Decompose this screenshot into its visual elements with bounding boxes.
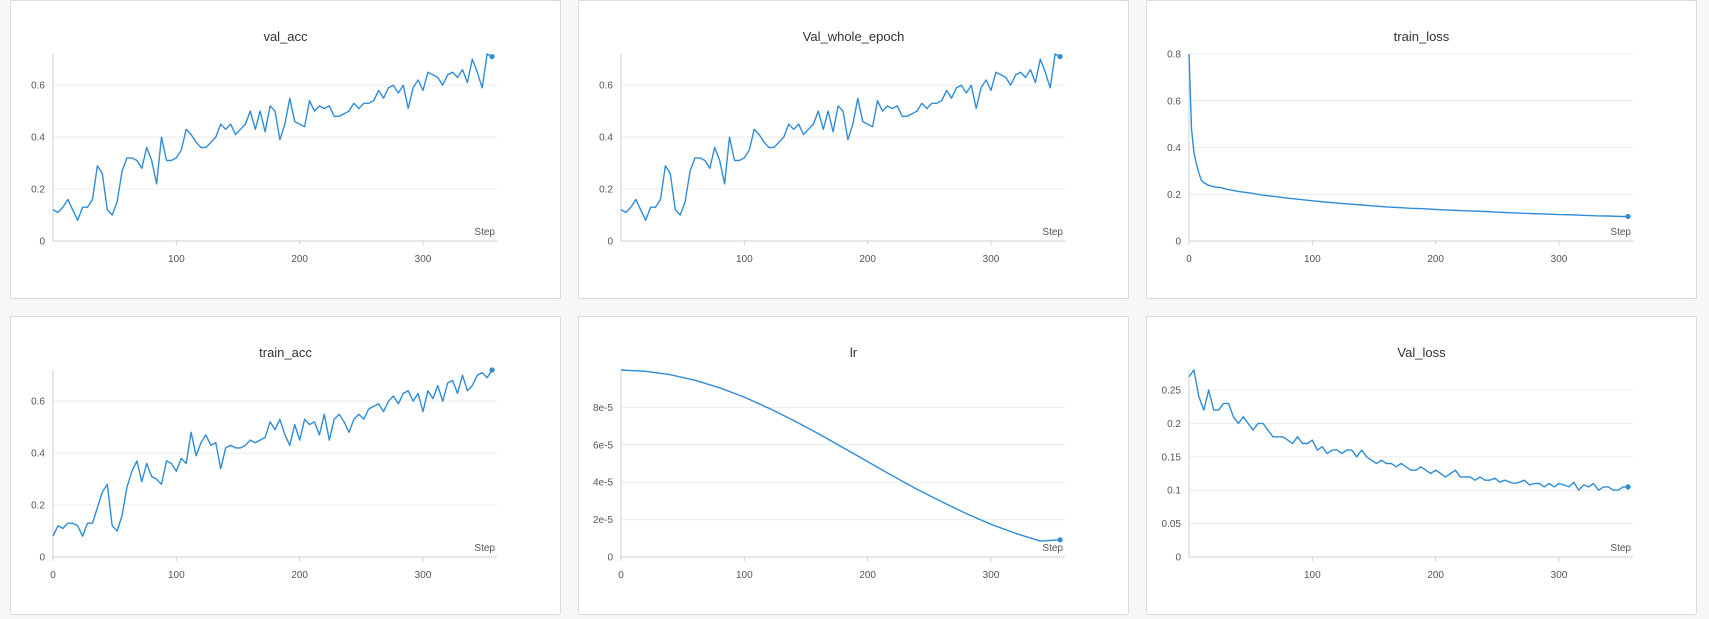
- chart-plot-train-acc: 0 0.2 0.4 0.6 0 100 200 300 Step: [31, 367, 497, 581]
- chart-title: Val_whole_epoch: [802, 29, 905, 44]
- series-end-marker: [489, 53, 495, 60]
- y-tick-label: 2e-5: [593, 515, 613, 526]
- x-tick-label: 200: [1427, 570, 1444, 581]
- y-tick-label: 0.6: [31, 81, 45, 92]
- series-line: [52, 369, 493, 537]
- y-tick-label: 0.2: [1167, 190, 1181, 201]
- y-tick-label: 0.2: [599, 185, 613, 196]
- y-tick-label: 0.4: [1167, 143, 1181, 154]
- series-line: [620, 53, 1061, 221]
- y-tick-label: 0.1: [1167, 486, 1181, 497]
- x-tick-label: 300: [983, 254, 1000, 265]
- series-end-marker: [1057, 537, 1063, 543]
- x-tick-label: 200: [1427, 254, 1444, 265]
- x-tick-label: 300: [415, 570, 432, 581]
- x-tick-label: 300: [1551, 254, 1568, 265]
- x-axis-label: Step: [474, 543, 495, 554]
- y-tick-label: 0: [607, 237, 613, 248]
- chart-panel-lr: lr 0 2e-5 4e-5 6e-5 8e-5 0 100 200 300 Step: [578, 316, 1129, 615]
- y-tick-label: 4e-5: [593, 478, 613, 489]
- chart-panel-train-acc: train_acc 0 0.2 0.4 0.6 0 100 200 300 Step: [10, 316, 561, 615]
- series-end-marker: [1057, 53, 1063, 60]
- y-tick-label: 0: [39, 237, 45, 248]
- x-tick-label: 100: [736, 254, 753, 265]
- chart-plot-val-whole-epoch: 0 0.2 0.4 0.6 100 200 300 Step: [599, 53, 1065, 265]
- chart-plot-val-loss: 0 0.05 0.1 0.15 0.2 0.25 100 200 300 Step: [1162, 369, 1633, 581]
- chart-panel-val-acc: val_acc 0 0.2 0.4 0.6 100 200 300 Step: [10, 0, 561, 299]
- y-tick-label: 0.6: [31, 397, 45, 408]
- x-axis-label: Step: [474, 227, 495, 238]
- y-tick-label: 0.05: [1162, 519, 1182, 530]
- x-tick-label: 100: [168, 254, 185, 265]
- series-end-marker: [1625, 213, 1631, 220]
- x-tick-label: 0: [1186, 254, 1192, 265]
- x-axis-label: Step: [1042, 543, 1063, 554]
- x-tick-label: 0: [618, 570, 624, 581]
- x-tick-label: 200: [859, 254, 876, 265]
- series-line: [620, 369, 1061, 542]
- y-tick-label: 0.4: [599, 133, 613, 144]
- y-tick-label: 0: [607, 553, 613, 564]
- chart-panel-val-whole-epoch: Val_whole_epoch 0 0.2 0.4 0.6 100 200 300 Step: [578, 0, 1129, 299]
- y-tick-label: 0.2: [31, 501, 45, 512]
- x-tick-label: 0: [50, 570, 56, 581]
- y-tick-label: 0: [39, 553, 45, 564]
- y-tick-label: 0.2: [1167, 419, 1181, 430]
- series-line: [1188, 53, 1629, 218]
- y-tick-label: 0: [1175, 553, 1181, 564]
- chart-title: train_loss: [1393, 29, 1450, 44]
- chart-title: Val_loss: [1397, 345, 1446, 360]
- y-tick-label: 0: [1175, 237, 1181, 248]
- y-tick-label: 0.8: [1167, 50, 1181, 61]
- y-tick-label: 0.4: [31, 449, 45, 460]
- chart-panel-val-loss: Val_loss 0 0.05 0.1 0.15 0.2 0.25 100 200 300 Ste…: [1146, 316, 1697, 615]
- x-tick-label: 100: [168, 570, 185, 581]
- series-line: [52, 53, 493, 221]
- y-tick-label: 6e-5: [593, 440, 613, 451]
- y-tick-label: 0.6: [599, 81, 613, 92]
- x-tick-label: 100: [736, 570, 753, 581]
- x-tick-label: 300: [1551, 570, 1568, 581]
- y-tick-label: 0.2: [31, 185, 45, 196]
- chart-title: train_acc: [259, 345, 312, 360]
- x-tick-label: 300: [983, 570, 1000, 581]
- y-tick-label: 0.6: [1167, 96, 1181, 107]
- chart-title: val_acc: [263, 29, 308, 44]
- x-tick-label: 300: [415, 254, 432, 265]
- series-end-marker: [1625, 484, 1631, 490]
- x-tick-label: 200: [291, 570, 308, 581]
- x-axis-label: Step: [1610, 227, 1631, 238]
- y-tick-label: 0.15: [1162, 452, 1182, 463]
- y-tick-label: 0.4: [31, 133, 45, 144]
- x-axis-label: Step: [1042, 227, 1063, 238]
- chart-panel-train-loss: train_loss 0 0.2 0.4 0.6 0.8 0 100 200 300 Step: [1146, 0, 1697, 299]
- x-tick-label: 200: [859, 570, 876, 581]
- chart-plot-val-acc: 0 0.2 0.4 0.6 100 200 300 Step: [31, 53, 497, 265]
- series-line: [1188, 369, 1629, 491]
- y-tick-label: 0.25: [1162, 386, 1182, 397]
- chart-plot-lr: 0 2e-5 4e-5 6e-5 8e-5 0 100 200 300 Step: [593, 369, 1065, 581]
- series-end-marker: [489, 367, 495, 373]
- chart-title: lr: [849, 345, 858, 360]
- chart-plot-train-loss: 0 0.2 0.4 0.6 0.8 0 100 200 300 Step: [1167, 50, 1633, 265]
- x-axis-label: Step: [1610, 543, 1631, 554]
- x-tick-label: 100: [1304, 570, 1321, 581]
- x-tick-label: 100: [1304, 254, 1321, 265]
- y-tick-label: 8e-5: [593, 403, 613, 414]
- x-tick-label: 200: [291, 254, 308, 265]
